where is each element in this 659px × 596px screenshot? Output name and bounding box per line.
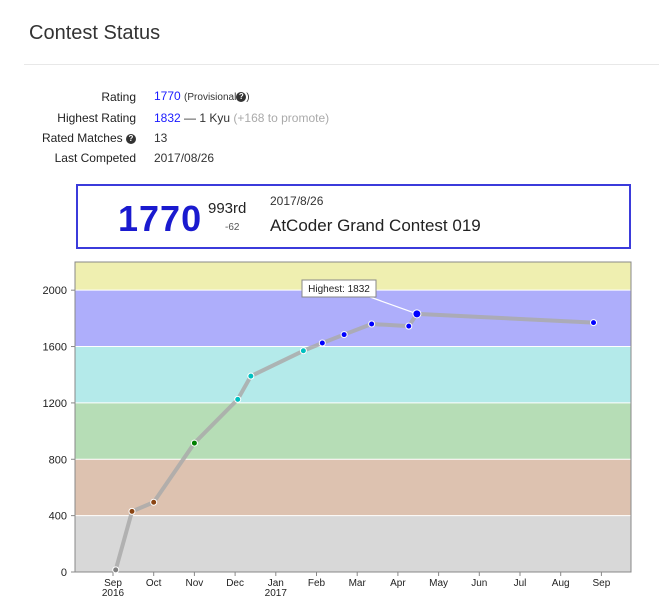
rating-band	[75, 459, 631, 516]
rating-diff: -62	[225, 222, 240, 233]
last-competed-value: 2017/08/26	[154, 151, 215, 165]
last-competed-row: Last Competed 2017/08/26	[24, 148, 329, 168]
x-year-label: 2017	[265, 588, 288, 596]
contest-status-box: 1770 993rd -62 2017/8/26 AtCoder Grand C…	[76, 184, 631, 249]
x-tick-label: Feb	[308, 578, 326, 589]
y-tick-label: 400	[49, 511, 67, 523]
x-tick-label: Apr	[390, 578, 406, 589]
y-tick-label: 2000	[43, 285, 67, 297]
x-tick-label: May	[429, 578, 448, 589]
highest-rank: — 1 Kyu	[184, 111, 231, 125]
data-point	[318, 339, 326, 347]
data-point	[405, 322, 413, 330]
x-tick-label: Jun	[471, 578, 487, 589]
y-tick-label: 0	[61, 567, 67, 579]
highest-row: Highest Rating 1832 — 1 Kyu (+168 to pro…	[24, 108, 329, 128]
data-point	[368, 320, 376, 328]
rating-band	[75, 402, 631, 460]
highest-label: Highest: 1832	[308, 284, 370, 295]
contest-date: 2017/8/26	[270, 194, 324, 208]
matches-label: Rated Matches	[41, 131, 123, 145]
highest-connector	[369, 296, 418, 315]
x-tick-label: Jul	[514, 578, 527, 589]
x-tick-label: Sep	[104, 578, 122, 589]
rating-row: Rating 1770 (Provisional?)	[24, 86, 329, 108]
data-point	[112, 566, 120, 574]
x-tick-label: Dec	[226, 578, 244, 589]
x-tick-label: Sep	[593, 578, 611, 589]
x-tick-label: Aug	[552, 578, 570, 589]
data-point	[247, 372, 255, 380]
question-icon[interactable]: ?	[236, 92, 247, 103]
y-tick-label: 800	[49, 454, 67, 466]
matches-label-cell: Rated Matches ?	[24, 128, 154, 148]
rating-label: Rating	[101, 90, 136, 104]
highest-label: Highest Rating	[57, 111, 136, 125]
highest-value-cell: 1832 — 1 Kyu (+168 to promote)	[154, 108, 329, 128]
rating-history-chart: 0 400 800 1200 1600 2000 Sep Oct Nov Dec Jan Feb Mar…	[43, 261, 632, 596]
provisional-close: )	[246, 92, 250, 103]
provisional-text: (Provisional	[184, 92, 237, 103]
data-point	[412, 309, 422, 319]
matches-row: Rated Matches ? 13	[24, 128, 329, 148]
current-rating: 1770	[118, 198, 203, 239]
rating-value: 1770	[154, 89, 181, 103]
data-point	[128, 507, 136, 515]
rating-value-cell: 1770 (Provisional?)	[154, 86, 329, 108]
plot-frame	[74, 261, 632, 573]
rating-band	[75, 515, 631, 572]
contest-name[interactable]: AtCoder Grand Contest 019	[270, 216, 481, 235]
x-tick-label: Mar	[349, 578, 367, 589]
data-point	[234, 395, 242, 403]
x-tick-label: Nov	[186, 578, 204, 589]
data-point	[299, 347, 307, 355]
provisional-note: (Provisional?)	[184, 92, 250, 103]
highest-value: 1832	[154, 111, 181, 125]
page-title: Contest Status	[29, 22, 161, 44]
data-point	[150, 498, 158, 506]
data-point	[340, 331, 348, 339]
x-year-label: 2016	[102, 588, 125, 596]
matches-value: 13	[154, 131, 168, 145]
rating-band	[75, 346, 631, 403]
title-divider	[24, 64, 659, 65]
question-icon[interactable]: ?	[126, 133, 136, 144]
data-point	[590, 319, 598, 327]
x-tick-label: Oct	[146, 578, 162, 589]
y-tick-label: 1600	[43, 342, 67, 354]
last-competed-label: Last Competed	[54, 151, 136, 165]
x-tick-label: Jan	[268, 578, 284, 589]
data-point	[190, 439, 198, 447]
rating-info-table: Rating 1770 (Provisional?) Highest Ratin…	[24, 86, 329, 168]
contest-place: 993rd	[208, 200, 247, 217]
y-tick-label: 1200	[43, 398, 67, 410]
highest-label-box	[301, 279, 377, 298]
promote-note: (+168 to promote)	[233, 111, 330, 125]
